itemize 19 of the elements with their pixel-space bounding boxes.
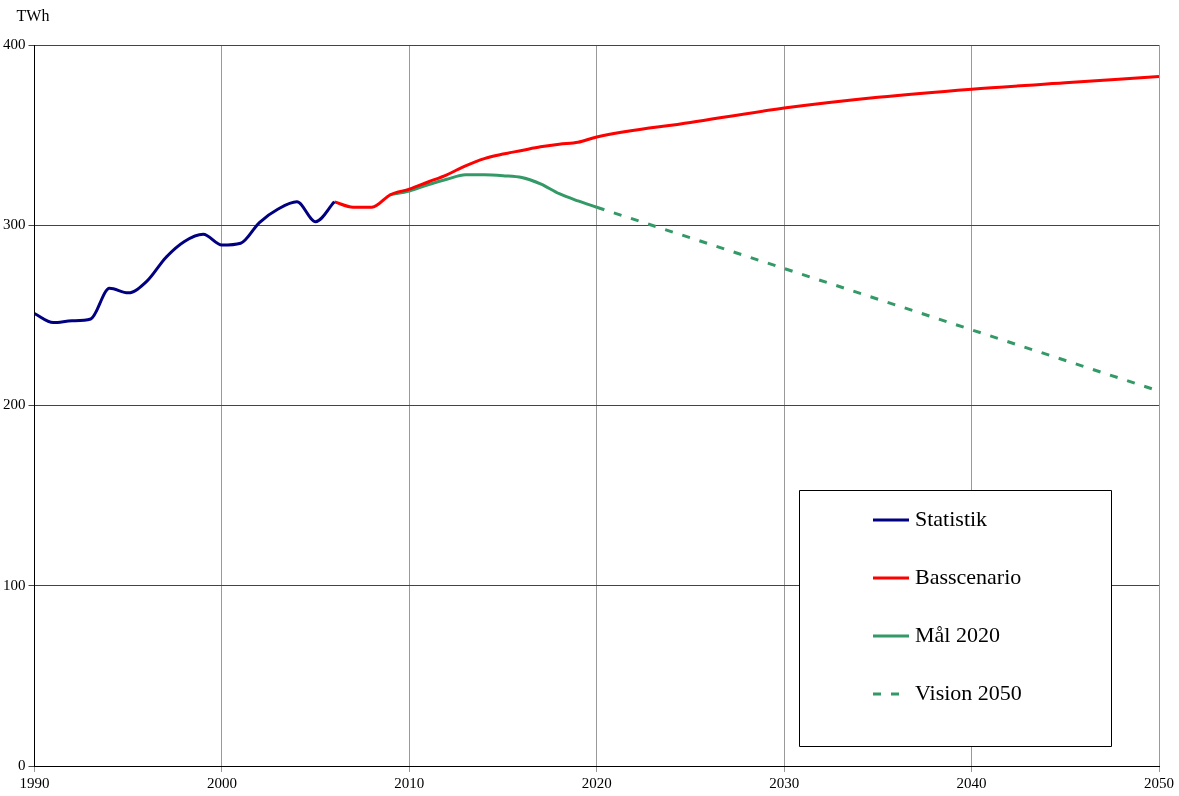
x-tick-label: 2020 (581, 774, 612, 791)
x-tick-label: 2010 (394, 774, 425, 791)
line-series (34, 200, 336, 325)
y-tick-label: 0 (18, 756, 26, 773)
x-tick-label: 1990 (19, 774, 50, 791)
legend-label: Basscenario (915, 563, 1022, 589)
y-tick-label: 200 (3, 396, 26, 413)
y-axis-title: TWh (16, 7, 50, 25)
x-tick-label: 2040 (956, 774, 987, 791)
y-tick-label: 100 (3, 576, 26, 593)
legend-label: Vision 2050 (915, 679, 1022, 705)
y-tick-label: 300 (3, 216, 26, 233)
x-tick-label: 2050 (1144, 774, 1174, 791)
x-tick-label: 2000 (206, 774, 237, 791)
x-tick-label: 2030 (769, 774, 800, 791)
legend-label: Mål 2020 (915, 621, 1000, 647)
legend-label: Statistik (915, 505, 988, 531)
line-series (332, 75, 1159, 209)
y-tick-label: 400 (3, 35, 26, 52)
